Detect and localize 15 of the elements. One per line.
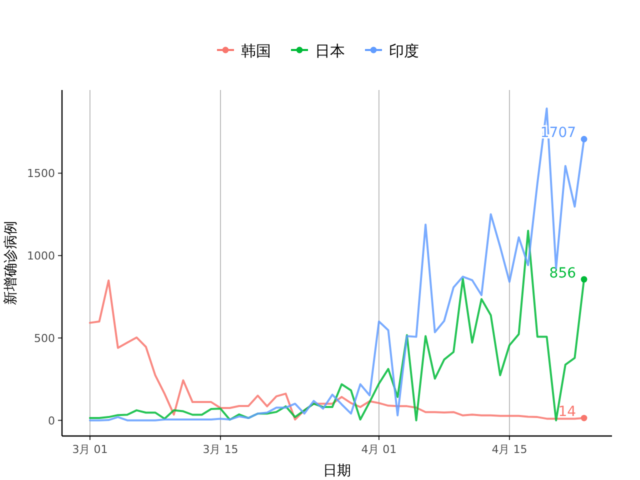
y-axis-title: 新增确诊病例 — [3, 221, 19, 305]
y-tick: 0 — [48, 414, 55, 428]
x-tick: 3月 15 — [202, 443, 238, 456]
x-axis-title: 日期 — [323, 463, 351, 479]
y-tick: 1500 — [27, 167, 55, 180]
legend-label: 印度 — [389, 42, 419, 60]
y-tick: 1000 — [27, 250, 55, 263]
legend-label: 韩国 — [241, 42, 271, 60]
x-tick: 4月 01 — [361, 443, 397, 456]
legend-label: 日本 — [315, 42, 345, 60]
data-label: 14 — [558, 404, 576, 420]
data-label: 856 — [549, 265, 576, 282]
x-tick: 3月 01 — [72, 443, 108, 456]
x-tick: 4月 15 — [492, 443, 528, 456]
y-tick: 500 — [34, 332, 55, 345]
